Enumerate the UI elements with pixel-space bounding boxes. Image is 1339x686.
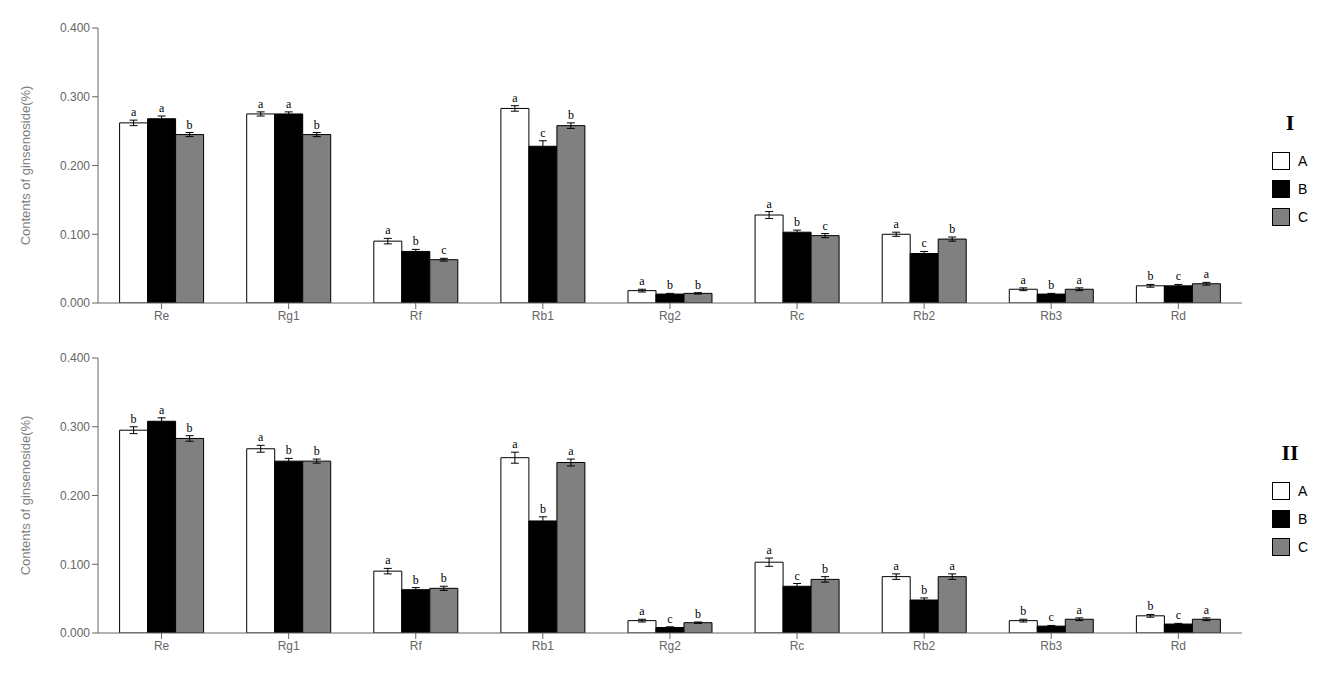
svg-text:a: a (385, 553, 391, 567)
svg-text:b: b (314, 118, 320, 132)
svg-text:a: a (159, 101, 165, 115)
svg-text:0.200: 0.200 (60, 489, 90, 503)
html-text:C: C (1297, 209, 1308, 225)
svg-text:0.100: 0.100 (60, 228, 90, 242)
svg-text:b: b (695, 607, 701, 621)
html-text:B: B (1297, 511, 1308, 527)
svg-text:b: b (822, 562, 828, 576)
svg-text:c: c (441, 243, 446, 257)
svg-text:c: c (794, 569, 799, 583)
svg-text:b: b (695, 278, 701, 292)
svg-text:0.400: 0.400 (60, 351, 90, 365)
svg-text:c: c (667, 612, 672, 626)
svg-text:c: c (1176, 269, 1181, 283)
svg-text:0.000: 0.000 (60, 296, 90, 310)
svg-text:a: a (159, 403, 165, 417)
svg-text:a: a (568, 444, 574, 458)
svg-text:Rf: Rf (410, 639, 423, 653)
svg-text:0.200: 0.200 (60, 159, 90, 173)
svg-text:a: a (512, 91, 518, 105)
svg-text:Rb3: Rb3 (1040, 639, 1062, 653)
svg-text:Rb1: Rb1 (532, 639, 554, 653)
svg-text:c: c (822, 219, 827, 233)
svg-text:b: b (921, 583, 927, 597)
svg-text:a: a (385, 223, 391, 237)
svg-text:b: b (794, 215, 800, 229)
html-text:B: B (1297, 181, 1308, 197)
svg-text:Re: Re (154, 309, 170, 323)
svg-text:b: b (286, 443, 292, 457)
svg-text:Contents of ginsenoside(%): Contents of ginsenoside(%) (18, 86, 33, 246)
svg-text:0.300: 0.300 (60, 90, 90, 104)
svg-text:a: a (1077, 273, 1083, 287)
svg-text:a: a (1204, 603, 1210, 617)
svg-text:0.400: 0.400 (60, 21, 90, 35)
svg-text:a: a (639, 604, 645, 618)
svg-text:a: a (512, 437, 518, 451)
svg-text:b: b (568, 108, 574, 122)
svg-text:a: a (894, 217, 900, 231)
svg-text:Re: Re (154, 639, 170, 653)
svg-text:b: b (949, 222, 955, 236)
svg-text:Rb3: Rb3 (1040, 309, 1062, 323)
svg-text:c: c (922, 236, 927, 250)
svg-text:Rg2: Rg2 (659, 639, 681, 653)
svg-text:c: c (1176, 608, 1181, 622)
svg-text:b: b (187, 421, 193, 435)
svg-text:Rb2: Rb2 (913, 639, 935, 653)
svg-text:a: a (1204, 267, 1210, 281)
svg-text:c: c (540, 126, 545, 140)
svg-text:Rg1: Rg1 (278, 639, 300, 653)
html-text:C: C (1297, 539, 1308, 555)
svg-text:a: a (1021, 273, 1027, 287)
svg-text:b: b (1147, 599, 1153, 613)
svg-text:a: a (950, 559, 956, 573)
svg-text:b: b (540, 502, 546, 516)
svg-text:Rb2: Rb2 (913, 309, 935, 323)
svg-text:Rc: Rc (790, 309, 805, 323)
svg-text:a: a (1077, 603, 1083, 617)
svg-text:a: a (258, 430, 264, 444)
svg-text:b: b (413, 234, 419, 248)
svg-text:a: a (766, 197, 772, 211)
svg-text:a: a (639, 274, 645, 288)
svg-text:b: b (314, 444, 320, 458)
svg-text:Rd: Rd (1171, 639, 1186, 653)
svg-text:Contents of ginsenoside(%): Contents of ginsenoside(%) (18, 416, 33, 576)
svg-text:Rb1: Rb1 (532, 309, 554, 323)
svg-text:b: b (187, 118, 193, 132)
svg-text:a: a (131, 105, 137, 119)
html-text:A: A (1297, 153, 1308, 169)
svg-text:Rf: Rf (410, 309, 423, 323)
svg-text:Rc: Rc (790, 639, 805, 653)
svg-text:b: b (1147, 269, 1153, 283)
svg-text:b: b (441, 571, 447, 585)
html-text:II: II (1281, 440, 1299, 465)
svg-text:0.100: 0.100 (60, 558, 90, 572)
svg-text:b: b (131, 412, 137, 426)
svg-text:0.300: 0.300 (60, 420, 90, 434)
svg-text:b: b (667, 278, 673, 292)
svg-text:c: c (1049, 610, 1054, 624)
html-text:A: A (1297, 483, 1308, 499)
svg-text:0.000: 0.000 (60, 626, 90, 640)
svg-text:a: a (894, 559, 900, 573)
svg-text:b: b (413, 573, 419, 587)
svg-text:b: b (1020, 604, 1026, 618)
svg-text:b: b (1048, 278, 1054, 292)
svg-text:a: a (258, 97, 264, 111)
svg-text:a: a (766, 543, 772, 557)
svg-text:Rg1: Rg1 (278, 309, 300, 323)
svg-text:Rd: Rd (1171, 309, 1186, 323)
svg-text:a: a (286, 97, 292, 111)
html-text:I: I (1285, 110, 1295, 135)
svg-text:Rg2: Rg2 (659, 309, 681, 323)
